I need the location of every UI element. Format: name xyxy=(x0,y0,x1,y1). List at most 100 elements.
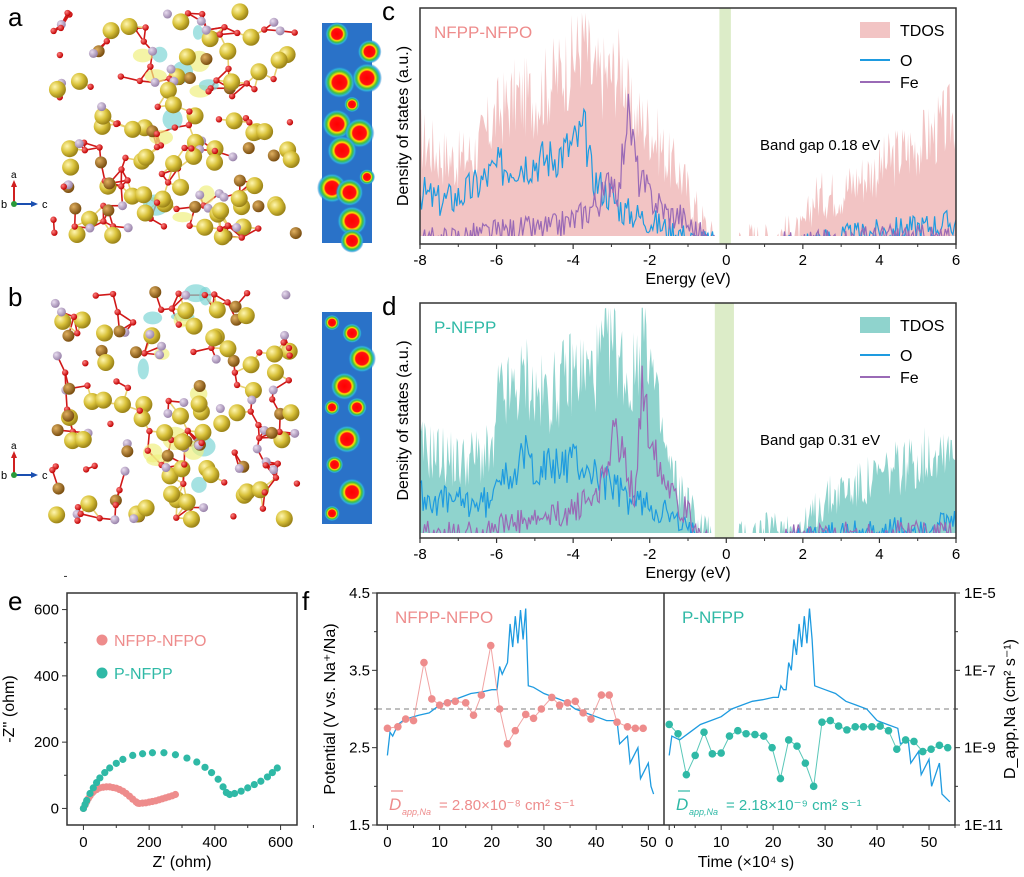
atom-o xyxy=(96,144,103,151)
diffusivity-point xyxy=(401,715,410,723)
atom-o xyxy=(184,10,192,17)
atom-o xyxy=(285,377,293,384)
atom-fe xyxy=(289,227,302,240)
atom-p xyxy=(117,201,127,211)
y-tick-label-right: 1E-9 xyxy=(964,740,996,757)
atom-o xyxy=(276,428,283,436)
atom-o xyxy=(262,462,269,469)
atom-p xyxy=(195,190,205,200)
atom-o xyxy=(164,179,172,186)
atom-o xyxy=(60,183,67,190)
diffusivity-point xyxy=(420,658,428,667)
density-hotspot xyxy=(325,455,344,474)
diffusivity-point xyxy=(893,745,901,754)
atom-o xyxy=(140,38,147,45)
atom-fe xyxy=(62,329,75,342)
isosurface-blob xyxy=(162,108,183,131)
diffusivity-point xyxy=(529,714,538,723)
x-tick-label: 40 xyxy=(588,834,605,851)
x-tick-label: 10 xyxy=(431,834,448,851)
atom-o xyxy=(147,63,154,70)
atom-fe xyxy=(103,177,116,190)
diffusivity-point xyxy=(733,726,742,735)
density-hotspot xyxy=(324,505,340,522)
crystal-structure-b xyxy=(48,284,301,528)
diffusivity-point xyxy=(843,726,851,734)
atom-o xyxy=(129,319,137,326)
atom-o xyxy=(231,369,239,376)
axis-c-label: c xyxy=(42,199,48,211)
diffusivity-point xyxy=(613,718,621,726)
atom-na xyxy=(206,153,224,171)
x-tick-label: -6 xyxy=(490,252,503,269)
x-tick-label: -6 xyxy=(490,546,503,563)
atom-o xyxy=(122,154,129,162)
atom-p xyxy=(280,330,290,340)
x-axis-label: Energy (eV) xyxy=(645,565,730,582)
atom-na xyxy=(213,414,231,432)
atom-fe xyxy=(102,204,115,217)
atom-o xyxy=(173,514,180,521)
diffusivity-point xyxy=(597,691,606,699)
atom-o xyxy=(144,447,151,454)
axis-b-dot xyxy=(11,472,17,478)
diffusivity-point xyxy=(394,722,402,731)
atom-o xyxy=(224,299,231,306)
panel-letter-b: b xyxy=(8,282,22,312)
atom-na xyxy=(81,210,99,228)
density-hotspot xyxy=(325,22,349,46)
atom-o xyxy=(186,108,193,115)
atom-o xyxy=(100,218,107,225)
atom-o xyxy=(91,462,98,470)
arrow-head-icon xyxy=(31,472,38,478)
band-gap-annotation: Band gap 0.18 eV xyxy=(760,137,880,154)
diffusivity-point xyxy=(605,691,614,699)
atom-o xyxy=(74,330,81,337)
diffusivity-point xyxy=(851,722,860,731)
atom-o xyxy=(112,501,119,509)
diffusivity-point xyxy=(674,729,682,738)
y-axis-label-right: D_app,Na (cm² s⁻¹) xyxy=(1002,639,1019,779)
isosurface-blob xyxy=(192,25,204,40)
atom-fe xyxy=(149,286,162,299)
atom-na xyxy=(230,190,248,208)
legend-label-fe: Fe xyxy=(900,370,919,387)
density-hotspot xyxy=(323,66,356,99)
atom-o xyxy=(274,460,281,467)
isosurface-blob xyxy=(197,185,215,204)
x-tick-label: 0 xyxy=(665,834,673,851)
atom-o xyxy=(82,359,89,367)
diffusivity-point xyxy=(623,722,632,731)
atom-o xyxy=(113,378,120,385)
panel-letter: d xyxy=(382,291,396,321)
atom-o xyxy=(185,121,193,129)
atom-p xyxy=(155,350,165,360)
x-axis-label: Energy (eV) xyxy=(645,271,730,288)
atom-o xyxy=(201,291,209,299)
atom-o xyxy=(124,177,131,184)
legend-marker-nfpp-nfpo xyxy=(96,634,108,646)
p-nfpp-point xyxy=(257,777,265,785)
p-nfpp-point xyxy=(96,774,104,782)
p-nfpp-point xyxy=(89,784,97,792)
atom-na xyxy=(178,48,196,66)
atom-o xyxy=(285,344,293,352)
diffusivity-point xyxy=(943,743,952,752)
atom-na xyxy=(96,324,114,342)
atom-o xyxy=(124,384,132,391)
nyquist-chart-e: e 0 200 400 600 0 200 400 600 Z' (ohm) -Z'' (ohm) N… xyxy=(1,575,314,871)
atom-o xyxy=(49,466,56,474)
atom-o xyxy=(141,350,148,357)
atom-p xyxy=(120,466,130,476)
atom-o xyxy=(291,29,298,36)
diffusivity-point xyxy=(859,722,868,731)
density-hotspot xyxy=(327,135,357,166)
atom-o xyxy=(77,510,84,518)
atom-o xyxy=(50,216,57,223)
atom-o xyxy=(173,205,180,213)
axis-triad-b: a b c xyxy=(1,441,48,482)
annotation-subscript: app,Na xyxy=(689,807,718,817)
diffusivity-point xyxy=(469,711,478,719)
atom-o xyxy=(64,9,71,17)
p-nfpp-point xyxy=(237,787,245,795)
